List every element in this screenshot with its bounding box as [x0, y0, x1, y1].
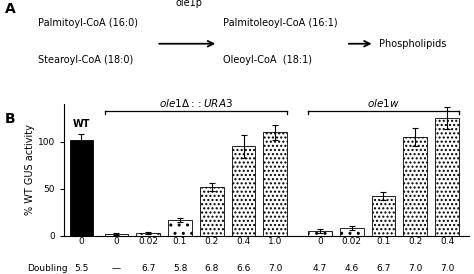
Text: 4.6: 4.6: [345, 264, 359, 273]
Text: 6.8: 6.8: [205, 264, 219, 273]
Text: $ole1w$: $ole1w$: [367, 97, 400, 109]
Bar: [168, 220, 192, 236]
Bar: [308, 231, 332, 236]
Bar: [340, 228, 364, 236]
Text: $ole1\Delta::URA3$: $ole1\Delta::URA3$: [159, 97, 233, 109]
Text: Palmitoyl-CoA (16:0): Palmitoyl-CoA (16:0): [38, 18, 138, 28]
Text: 7.0: 7.0: [268, 264, 283, 273]
Text: 5.8: 5.8: [173, 264, 187, 273]
Bar: [137, 233, 160, 236]
Text: A: A: [5, 2, 16, 16]
Text: 6.6: 6.6: [237, 264, 251, 273]
Text: Stearoyl-CoA (18:0): Stearoyl-CoA (18:0): [38, 55, 133, 65]
Text: —: —: [112, 264, 121, 273]
Y-axis label: % WT GUS activity: % WT GUS activity: [25, 124, 35, 215]
Text: Palmitoleoyl-CoA (16:1): Palmitoleoyl-CoA (16:1): [223, 18, 337, 28]
Bar: [372, 196, 395, 236]
Bar: [70, 140, 93, 236]
Text: B: B: [5, 112, 15, 126]
Bar: [232, 146, 255, 236]
Text: 4.7: 4.7: [313, 264, 327, 273]
Text: WT: WT: [73, 119, 90, 130]
Text: 5.5: 5.5: [74, 264, 89, 273]
Text: Phospholipids: Phospholipids: [379, 39, 447, 49]
Bar: [403, 137, 427, 236]
Bar: [104, 234, 128, 236]
Bar: [435, 118, 459, 236]
Text: 6.7: 6.7: [376, 264, 391, 273]
Text: 6.7: 6.7: [141, 264, 155, 273]
Bar: [264, 132, 287, 236]
Text: ole1p: ole1p: [175, 0, 202, 8]
Text: Oleoyl-CoA  (18:1): Oleoyl-CoA (18:1): [223, 55, 312, 65]
Text: 7.0: 7.0: [440, 264, 454, 273]
Text: Doubling
time:: Doubling time:: [27, 264, 68, 274]
Bar: [200, 187, 224, 236]
Text: 7.0: 7.0: [408, 264, 422, 273]
